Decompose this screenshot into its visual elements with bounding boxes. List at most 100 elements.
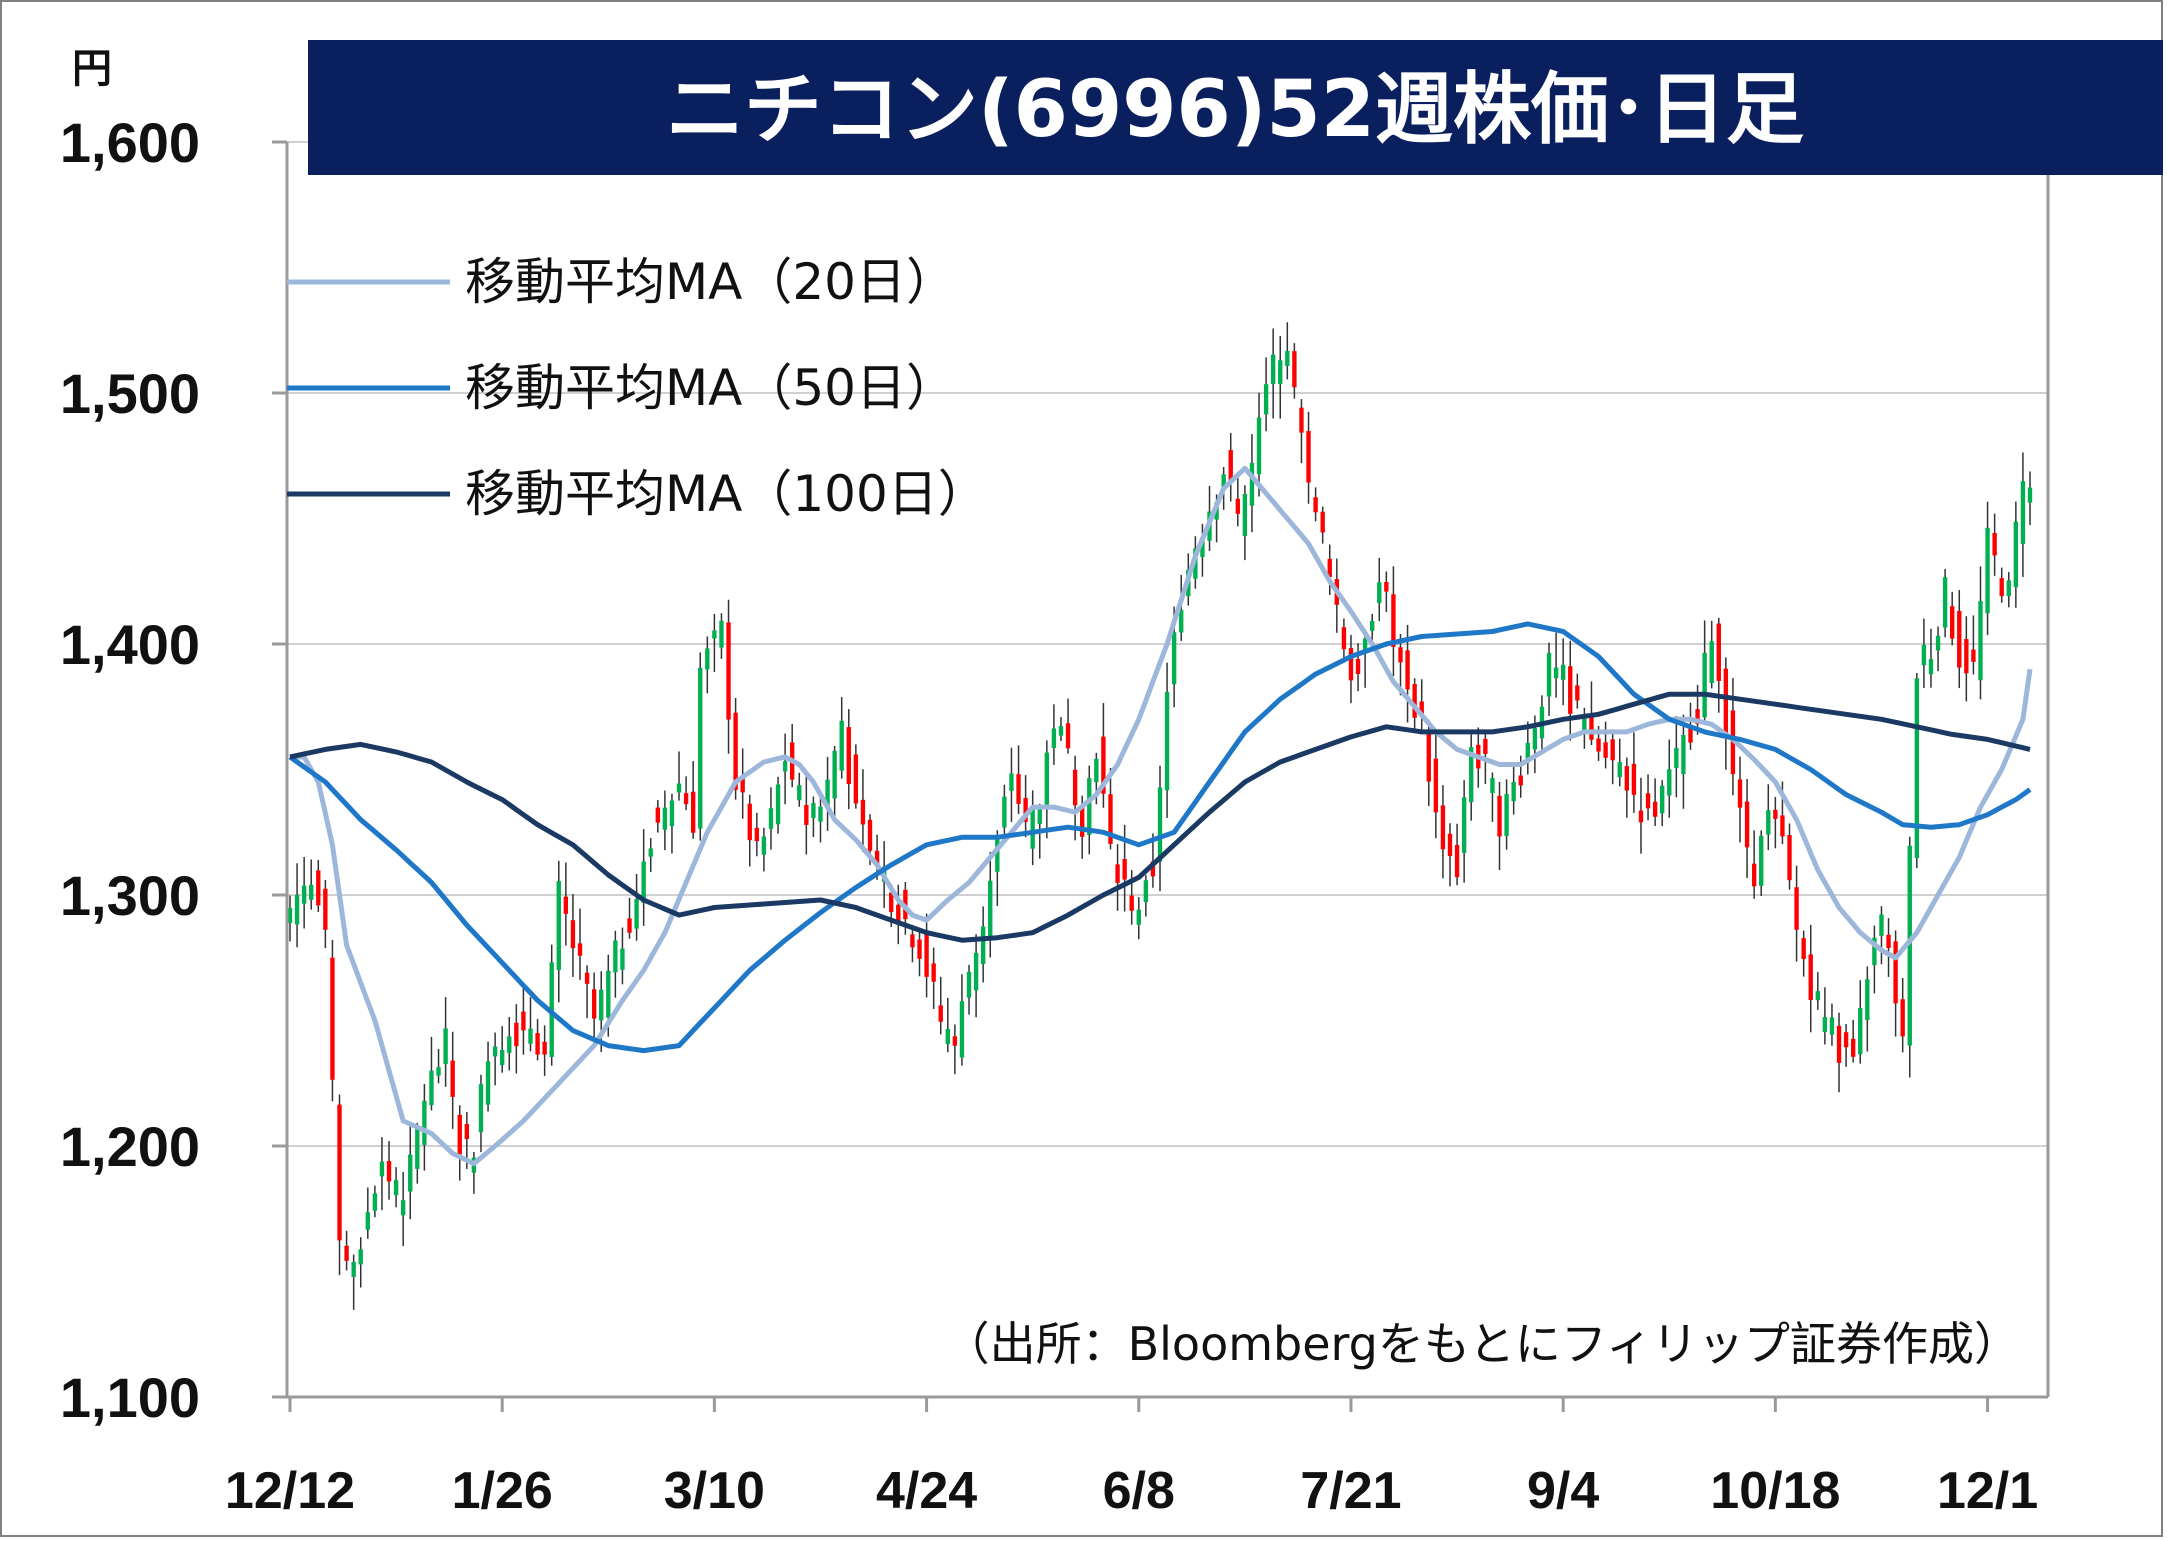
candle-body	[1058, 726, 1064, 736]
candle-body	[832, 750, 837, 799]
candle-body	[839, 720, 844, 771]
candle-body	[917, 939, 922, 959]
candle-body	[1242, 493, 1248, 536]
candle	[1454, 823, 1460, 886]
candle	[754, 812, 760, 857]
candle-body	[1143, 880, 1149, 903]
candle-body	[1002, 796, 1007, 828]
legend-label: 移動平均MA（20日）	[465, 253, 956, 311]
candle-body	[1631, 763, 1637, 795]
candle	[1384, 571, 1389, 612]
candle-body	[1950, 606, 1955, 639]
candle	[535, 1018, 540, 1061]
candle-body	[1504, 793, 1509, 836]
candle-body	[1263, 384, 1269, 415]
candle	[358, 1237, 363, 1288]
candle	[1087, 765, 1092, 855]
candle	[846, 709, 851, 810]
candle-body	[719, 620, 724, 648]
candle-body	[775, 784, 781, 825]
y-tick-label: 1,500	[60, 362, 200, 425]
candle-body	[1723, 668, 1729, 736]
candle-body	[1313, 497, 1318, 513]
candle-body	[1702, 652, 1707, 718]
candle	[415, 1122, 420, 1184]
candle-body	[1256, 417, 1262, 475]
candle-body	[563, 896, 569, 914]
candle-body	[1716, 623, 1721, 681]
candle	[1320, 506, 1325, 544]
candle	[988, 852, 993, 958]
candle	[1433, 731, 1439, 839]
candle-body	[492, 1046, 498, 1057]
candle-body	[1624, 766, 1630, 791]
candle-body	[1171, 632, 1177, 685]
candle-body	[2006, 580, 2011, 597]
candle-body	[1865, 979, 1870, 1021]
candle-body	[1348, 648, 1354, 681]
candle	[797, 772, 802, 807]
candle-body	[1667, 769, 1672, 796]
candle-body	[1780, 815, 1785, 837]
candle-body	[1808, 954, 1813, 1001]
candle-body	[1341, 627, 1347, 650]
candle-body	[797, 785, 802, 801]
candle	[1879, 906, 1884, 965]
candle	[1610, 731, 1615, 785]
candle	[1603, 721, 1608, 769]
candle-body	[337, 1104, 342, 1241]
candle	[1645, 774, 1651, 821]
candle-body	[1454, 844, 1460, 878]
candle-body	[1200, 537, 1205, 557]
candle-body	[365, 1212, 370, 1230]
candle-body	[1419, 701, 1424, 717]
candle-body	[316, 870, 321, 906]
candle	[2020, 452, 2026, 577]
candle	[1546, 642, 1552, 716]
candle	[584, 965, 590, 1019]
candle	[980, 906, 986, 983]
candle-body	[1278, 360, 1283, 385]
candle	[365, 1187, 370, 1239]
candle-body	[627, 918, 632, 933]
chart-title: ニチコン(6996)52週株価･日足	[666, 65, 1804, 155]
candle-body	[358, 1249, 363, 1265]
candle-body	[910, 934, 915, 948]
candle-body	[2027, 487, 2033, 503]
candle	[1886, 918, 1891, 977]
candle-body	[422, 1100, 427, 1145]
y-tick-label: 1,300	[60, 864, 200, 927]
candle-body	[1433, 758, 1439, 813]
candle	[521, 984, 526, 1055]
candle-body	[1907, 845, 1912, 1046]
candle-body	[464, 1123, 470, 1140]
candle-body	[1596, 738, 1601, 752]
candle	[1101, 703, 1106, 808]
candle	[1256, 392, 1262, 497]
candle-body	[1398, 647, 1403, 663]
candle-body	[1320, 511, 1325, 533]
candle	[712, 613, 717, 673]
candle	[386, 1141, 392, 1200]
candle-body	[1030, 808, 1035, 849]
candle	[1235, 477, 1240, 527]
candle-body	[988, 880, 993, 940]
candle-body	[1490, 777, 1495, 793]
candle-body	[860, 799, 866, 825]
candle	[1702, 620, 1707, 725]
candle-body	[634, 898, 639, 929]
candle-body	[330, 957, 335, 1080]
candle	[1907, 836, 1912, 1078]
candle	[514, 1004, 519, 1074]
title-bar	[308, 40, 2163, 175]
candle	[577, 908, 583, 980]
candle-body	[1829, 1017, 1835, 1035]
candle	[1971, 615, 1976, 675]
candle-body	[754, 827, 760, 842]
candle-body	[1971, 649, 1976, 662]
candle-body	[1985, 527, 1990, 614]
candle	[1737, 756, 1743, 843]
y-axis-ticks: 1,100 1,200 1,300 1,400 1,500 1,600	[60, 111, 287, 1429]
candle	[2013, 501, 2019, 608]
candle	[1843, 1024, 1849, 1067]
